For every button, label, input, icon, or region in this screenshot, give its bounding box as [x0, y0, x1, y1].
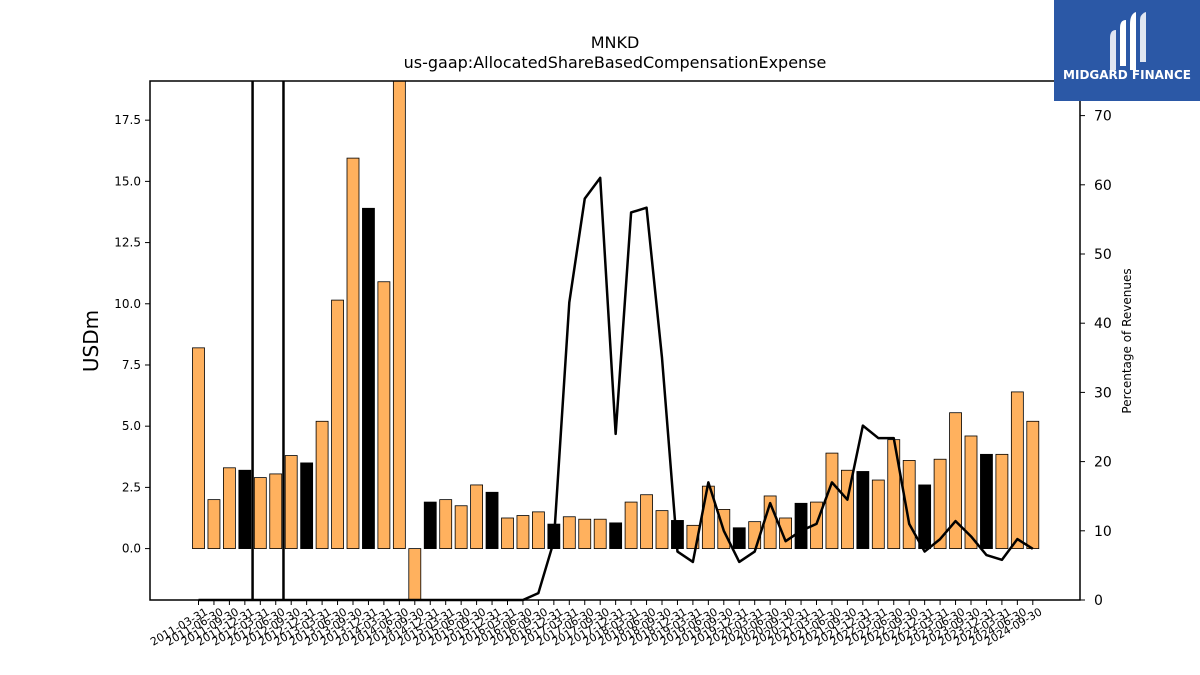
bar: [408, 548, 422, 601]
chart-title: MNKD: [591, 33, 640, 52]
bar: [918, 484, 932, 549]
y-tick-label: 17.5: [114, 113, 141, 127]
y-tick-label: 12.5: [114, 236, 141, 250]
y-tick-label: 7.5: [122, 358, 141, 372]
bar-group: [192, 80, 1040, 601]
bar: [995, 453, 1009, 549]
bar: [794, 502, 808, 549]
bar: [902, 460, 916, 549]
y2-tick-label: 50: [1094, 247, 1112, 263]
bar: [578, 518, 592, 549]
bar: [207, 499, 221, 549]
brand-logo-text: MIDGARD FINANCE: [1063, 68, 1191, 82]
bar: [609, 522, 623, 549]
bar: [269, 473, 283, 549]
y-tick-label: 15.0: [114, 174, 141, 188]
bar: [485, 491, 499, 549]
bar: [331, 299, 344, 549]
bar: [532, 511, 545, 549]
bar: [655, 510, 669, 549]
bar: [964, 435, 978, 549]
bar: [222, 467, 236, 549]
bar: [1026, 420, 1040, 549]
bar: [470, 484, 484, 549]
y2-tick-label: 70: [1094, 109, 1112, 125]
bar: [980, 453, 993, 549]
bar: [300, 462, 314, 549]
bar: [392, 80, 406, 549]
bar: [192, 347, 205, 549]
y2-tick-label: 0: [1094, 593, 1103, 609]
bar: [593, 518, 607, 549]
midgard-logo-icon: [1110, 12, 1146, 70]
vertical-markers: [251, 81, 285, 600]
bar: [1010, 391, 1024, 549]
bar: [933, 458, 947, 549]
plot-frame: [149, 80, 1081, 601]
y2-tick-label: 20: [1094, 455, 1112, 471]
y2-tick-label: 10: [1094, 524, 1112, 540]
brand-logo: MIDGARD FINANCE: [1054, 0, 1200, 101]
y-tick-label: 10.0: [114, 297, 141, 311]
bar: [562, 516, 576, 549]
bar: [439, 499, 453, 549]
bar: [871, 479, 885, 549]
bar: [423, 501, 437, 549]
y2-tick-label: 30: [1094, 385, 1112, 401]
bar: [856, 471, 870, 549]
bar: [284, 455, 298, 549]
y2-axis-label: Percentage of Revenues: [1120, 268, 1134, 413]
bar: [624, 501, 638, 549]
bar: [779, 517, 792, 549]
bar: [454, 505, 468, 549]
chart-subtitle: us-gaap:AllocatedShareBasedCompensationE…: [404, 53, 827, 72]
y2-tick-label: 40: [1094, 316, 1112, 332]
bar: [501, 517, 514, 549]
bar: [732, 527, 746, 549]
y2-tick-label: 60: [1094, 178, 1112, 194]
y-tick-label: 0.0: [122, 542, 141, 556]
y-tick-label: 5.0: [122, 419, 141, 433]
bar: [362, 207, 375, 549]
bar: [315, 420, 329, 549]
bar: [253, 477, 267, 549]
bar: [377, 281, 391, 549]
y-axis-label: USDm: [79, 310, 103, 372]
bar: [825, 452, 839, 549]
axes: 0.0 2.5 5.0 7.5 10.0 12.5 15.0 17.5 0 10 20 30 40 50 6…: [114, 80, 1112, 649]
bar: [516, 515, 530, 549]
y-tick-label: 2.5: [122, 480, 141, 494]
bar: [949, 412, 962, 549]
bar: [640, 494, 653, 549]
bar: [346, 157, 360, 549]
bar: [238, 469, 252, 549]
